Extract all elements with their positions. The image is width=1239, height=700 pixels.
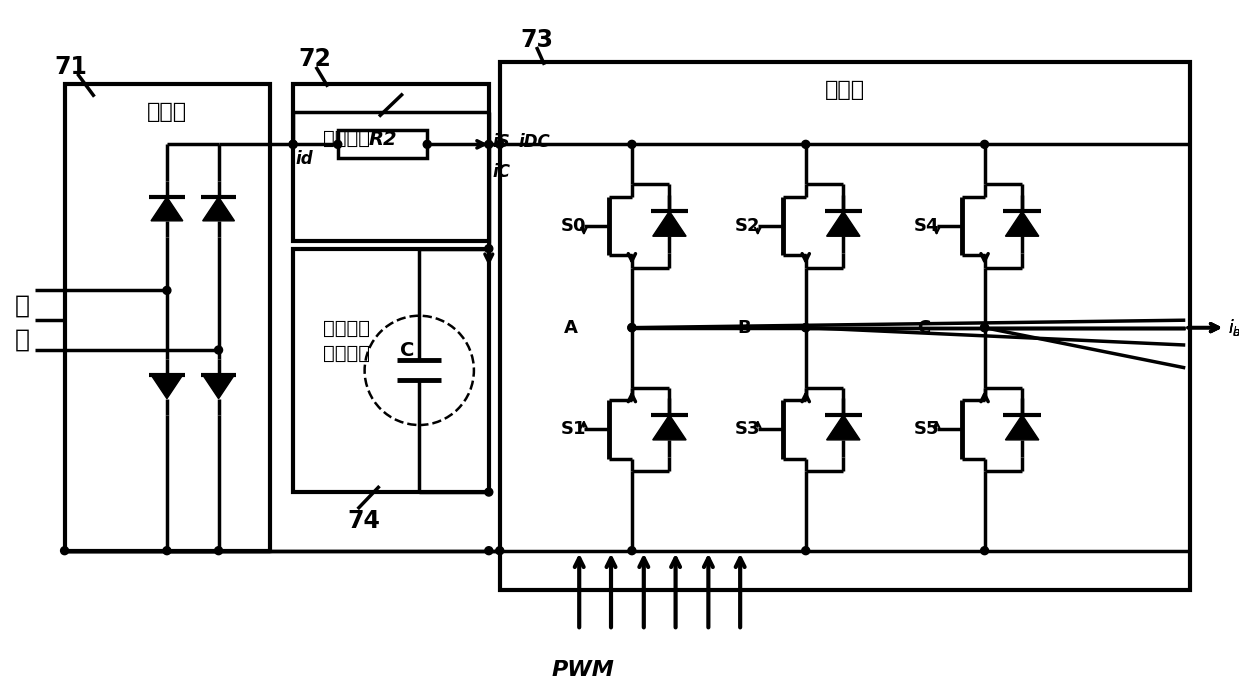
Text: S5: S5 — [913, 421, 939, 438]
Text: 市: 市 — [15, 293, 30, 317]
Text: $i_b$: $i_b$ — [1228, 317, 1239, 338]
Text: C: C — [917, 318, 930, 337]
Circle shape — [628, 547, 636, 554]
Circle shape — [496, 141, 504, 148]
Text: $i_c$: $i_c$ — [1228, 317, 1239, 338]
Circle shape — [980, 141, 989, 148]
Text: C: C — [400, 341, 415, 360]
Text: R2: R2 — [368, 130, 396, 149]
Polygon shape — [653, 415, 686, 440]
Text: 74: 74 — [348, 509, 380, 533]
Circle shape — [628, 323, 636, 332]
Text: 72: 72 — [299, 47, 331, 71]
Text: S2: S2 — [735, 217, 761, 234]
Text: B: B — [738, 318, 752, 337]
Circle shape — [802, 547, 810, 554]
Text: 逆变桥: 逆变桥 — [825, 80, 865, 99]
Circle shape — [214, 346, 223, 354]
Circle shape — [484, 488, 493, 496]
Circle shape — [424, 141, 431, 148]
Text: 电: 电 — [15, 328, 30, 352]
Text: PWM: PWM — [551, 660, 615, 680]
Text: A: A — [564, 318, 577, 337]
Text: （电容）: （电容） — [323, 344, 370, 363]
Circle shape — [333, 141, 342, 148]
Polygon shape — [653, 211, 686, 236]
Circle shape — [289, 141, 297, 148]
Polygon shape — [1005, 415, 1038, 440]
Polygon shape — [1005, 211, 1038, 236]
Polygon shape — [203, 374, 234, 399]
Text: S0: S0 — [561, 217, 586, 234]
Text: iDC: iDC — [519, 134, 550, 151]
Polygon shape — [151, 374, 183, 399]
Circle shape — [802, 323, 810, 332]
Bar — [338, 130, 427, 158]
Text: iS: iS — [493, 134, 510, 151]
Text: 整流桥: 整流桥 — [147, 102, 187, 122]
Text: id: id — [295, 150, 312, 168]
Polygon shape — [826, 211, 860, 236]
Circle shape — [214, 547, 223, 554]
Text: 73: 73 — [520, 28, 554, 52]
Circle shape — [289, 141, 297, 148]
Text: 电子飞轮: 电子飞轮 — [323, 318, 370, 337]
Circle shape — [628, 323, 636, 332]
Polygon shape — [826, 415, 860, 440]
Circle shape — [802, 323, 810, 332]
Polygon shape — [203, 197, 234, 220]
Bar — [64, 84, 270, 551]
Text: 71: 71 — [55, 55, 88, 79]
Polygon shape — [151, 197, 183, 220]
Circle shape — [164, 286, 171, 295]
Circle shape — [628, 141, 636, 148]
Circle shape — [980, 323, 989, 332]
Circle shape — [980, 547, 989, 554]
Text: 限流电阻: 限流电阻 — [323, 129, 370, 148]
Circle shape — [802, 141, 810, 148]
Text: S4: S4 — [913, 217, 939, 234]
Circle shape — [164, 547, 171, 554]
Circle shape — [484, 141, 493, 148]
Text: $i_a$: $i_a$ — [1228, 317, 1239, 338]
Bar — [499, 62, 1191, 590]
Circle shape — [484, 245, 493, 253]
Text: S1: S1 — [561, 421, 586, 438]
Circle shape — [484, 547, 493, 554]
Text: S3: S3 — [735, 421, 761, 438]
Bar — [294, 84, 489, 241]
Circle shape — [980, 323, 989, 332]
Circle shape — [61, 547, 68, 554]
Circle shape — [496, 547, 504, 554]
Bar — [294, 248, 489, 492]
Text: iC: iC — [493, 163, 510, 181]
